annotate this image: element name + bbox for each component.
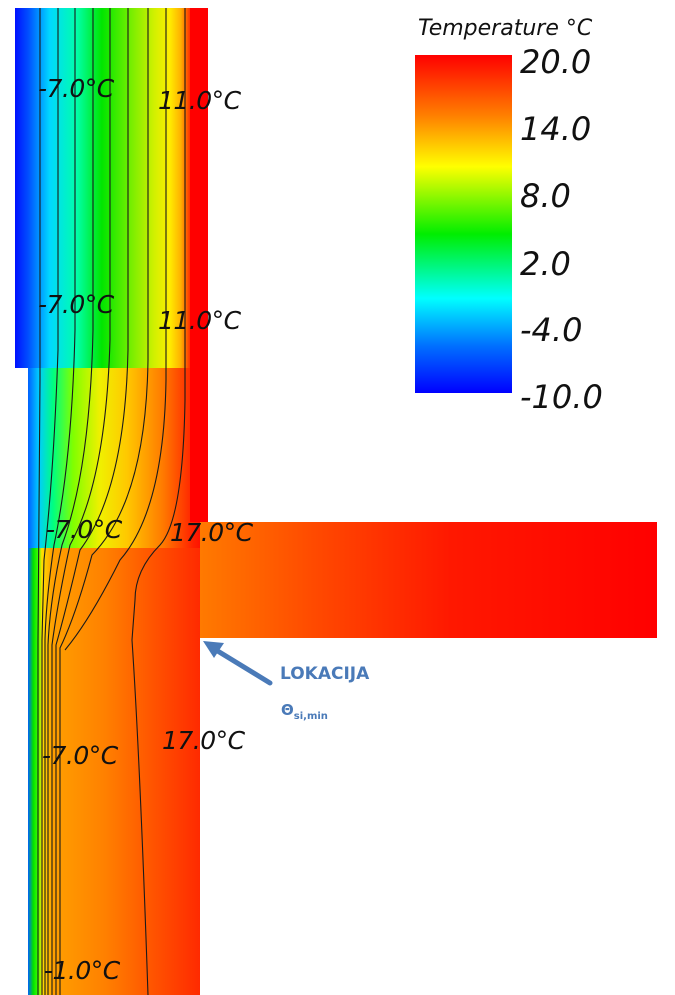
legend-tick: 2.0: [520, 245, 571, 283]
lower-wall: [28, 548, 200, 995]
theta-subscript: si,min: [293, 711, 328, 722]
isotherm-label: -7.0°C: [46, 515, 122, 544]
theta-si-min-label: Θsi,min: [281, 701, 328, 722]
legend-tick: -10.0: [520, 378, 603, 416]
isotherm-label: 11.0°C: [158, 306, 241, 335]
isotherm-label: 17.0°C: [170, 518, 253, 547]
legend-tick: 14.0: [520, 110, 592, 148]
isotherm-lines: [37, 8, 186, 995]
isotherm-label: 17.0°C: [162, 726, 245, 755]
location-label: LOKACIJA: [280, 664, 370, 684]
legend-tick: 8.0: [520, 177, 571, 215]
theta-symbol: Θ: [281, 701, 294, 719]
isotherm-label: -7.0°C: [38, 290, 114, 319]
inner-wall-surface: [190, 8, 208, 522]
legend-tick: -4.0: [520, 311, 583, 349]
legend-tick: 20.0: [520, 43, 592, 81]
isotherm-label: 11.0°C: [158, 86, 241, 115]
location-arrow: [203, 641, 273, 686]
upper-wall: [15, 8, 208, 368]
floor-slab: [200, 522, 657, 638]
legend-title: Temperature °C: [418, 16, 593, 41]
isotherm-label: -7.0°C: [42, 741, 118, 770]
isotherm-label: -7.0°C: [38, 74, 114, 103]
isotherm-label: -1.0°C: [44, 956, 120, 985]
legend-color-bar: [415, 55, 512, 393]
